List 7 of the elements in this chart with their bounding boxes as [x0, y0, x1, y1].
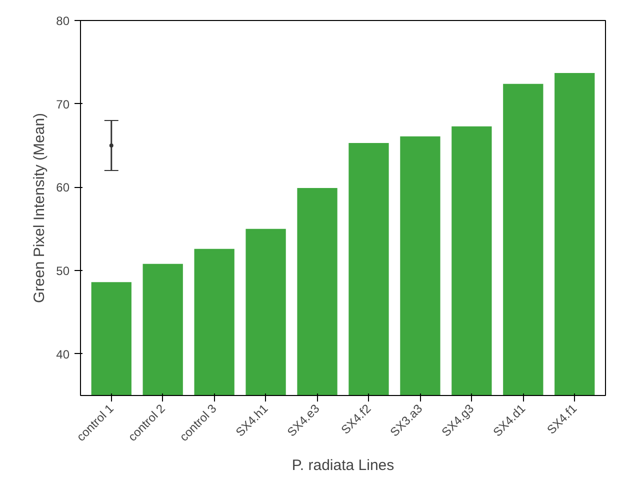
- y-tick-label: 40: [56, 347, 70, 362]
- x-axis-title: P. radiata Lines: [292, 456, 394, 474]
- y-axis-title: Green Pixel Intensity (Mean): [31, 112, 48, 304]
- y-tick-label: 50: [56, 264, 70, 278]
- y-tick-label: 80: [56, 14, 70, 28]
- y-tick-label: 60: [56, 180, 70, 195]
- y-tick-label: 70: [56, 97, 70, 112]
